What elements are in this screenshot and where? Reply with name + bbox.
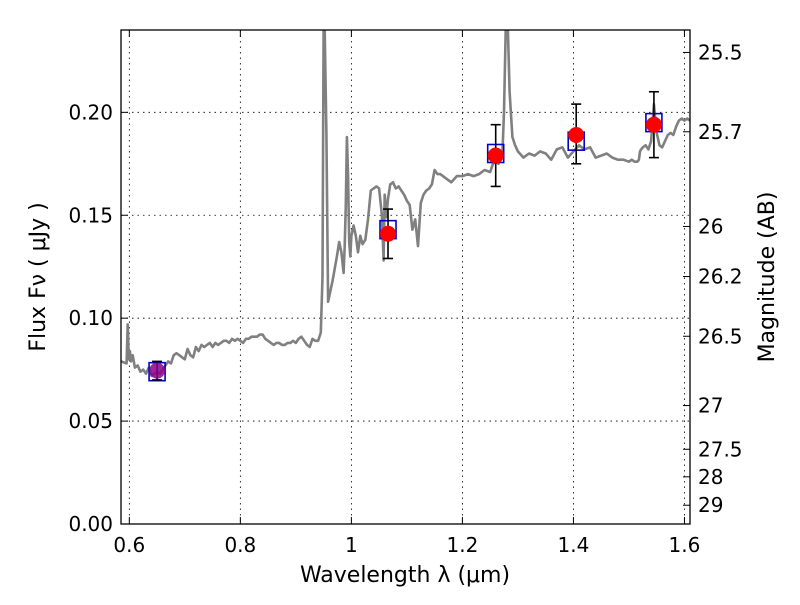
right-tick-label: 26.2	[698, 265, 743, 289]
observed-point	[380, 225, 397, 242]
x-tick-label: 0.6	[113, 533, 145, 557]
plot-frame	[120, 29, 691, 525]
y-tick-label: 0.15	[68, 203, 113, 227]
right-tick-label: 26.5	[698, 324, 743, 348]
y-axis-label-left: Flux Fν ( μJy )	[26, 202, 51, 351]
y-tick-label: 0.20	[68, 100, 113, 124]
y-tick-label: 0.00	[68, 512, 113, 536]
observed-point	[645, 116, 662, 133]
x-tick-label: 1.4	[558, 533, 590, 557]
right-tick-label: 27.5	[698, 437, 743, 461]
x-tick-label: 0.8	[224, 533, 256, 557]
y-tick-label: 0.05	[68, 409, 113, 433]
y-axis-label-right: Magnitude (AB)	[755, 192, 780, 363]
x-tick-label: 1	[345, 533, 358, 557]
observed-point	[149, 362, 166, 379]
x-tick-label: 1.6	[669, 533, 701, 557]
x-axis-label: Wavelength λ (μm)	[300, 563, 510, 588]
grid-layer	[121, 30, 690, 525]
right-tick-label: 27	[698, 394, 723, 418]
plot-layer	[121, 30, 690, 382]
template-spectrum-line	[121, 30, 690, 378]
plot-clipped-group	[121, 30, 690, 382]
y-tick-label: 0.10	[68, 306, 113, 330]
observed-point	[487, 147, 504, 164]
right-tick-label: 26	[698, 214, 723, 238]
observed-point	[568, 126, 585, 143]
right-tick-label: 29	[698, 493, 723, 517]
right-tick-label: 25.5	[698, 40, 743, 64]
x-tick-label: 1.2	[446, 533, 478, 557]
right-tick-label: 28	[698, 465, 723, 489]
tick-layer: 0.6 0.8 1 1.2 1.4 1.6 0.00 0.05 0.10 0.15 0.20 25.5…	[68, 30, 743, 557]
right-tick-label: 25.7	[698, 120, 743, 144]
